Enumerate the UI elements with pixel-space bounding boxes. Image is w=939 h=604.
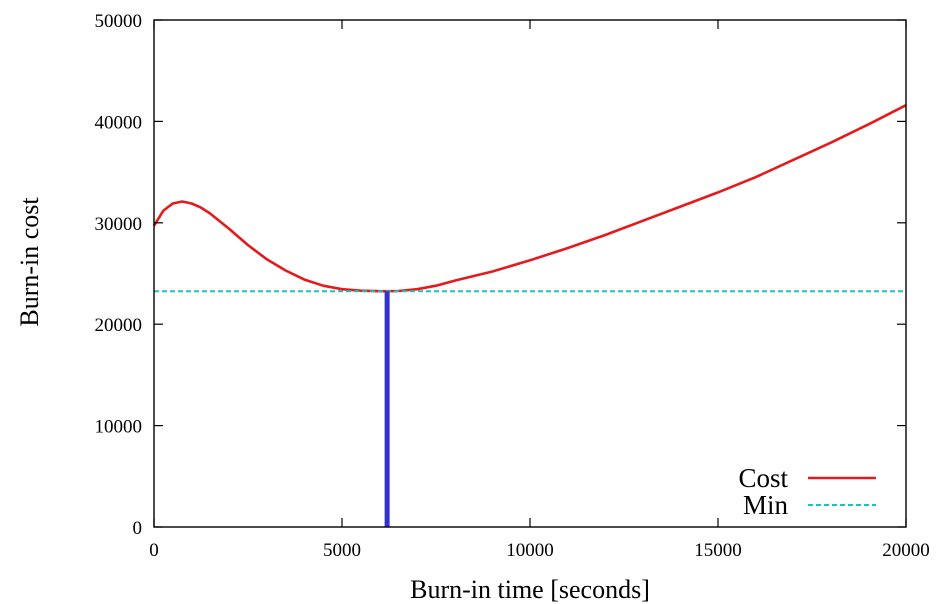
plot-lines <box>152 104 907 527</box>
ticks: 0 5000 10000 15000 20000 0 10000 20000 30000 4000… <box>95 11 930 561</box>
legend-label-cost: Cost <box>738 463 788 493</box>
x-tick-label: 5000 <box>323 540 361 561</box>
x-tick-label: 10000 <box>506 540 554 561</box>
axes <box>153 19 907 528</box>
x-axis-title: Burn-in time [seconds] <box>410 575 650 604</box>
x-tick-label: 20000 <box>882 540 930 561</box>
y-axis-title: Burn-in cost <box>15 197 44 327</box>
series-line-cost <box>152 104 907 293</box>
y-tick-label: 40000 <box>95 112 143 133</box>
y-tick-label: 0 <box>133 518 143 539</box>
y-tick-label: 20000 <box>95 315 143 336</box>
plot-frame <box>153 19 907 528</box>
y-tick-label: 10000 <box>95 417 143 438</box>
x-tick-label: 15000 <box>694 540 742 561</box>
legend-label-min: Min <box>743 490 789 520</box>
x-tick-label: 0 <box>149 540 159 561</box>
y-tick-label: 50000 <box>95 11 143 32</box>
y-tick-label: 30000 <box>95 214 143 235</box>
